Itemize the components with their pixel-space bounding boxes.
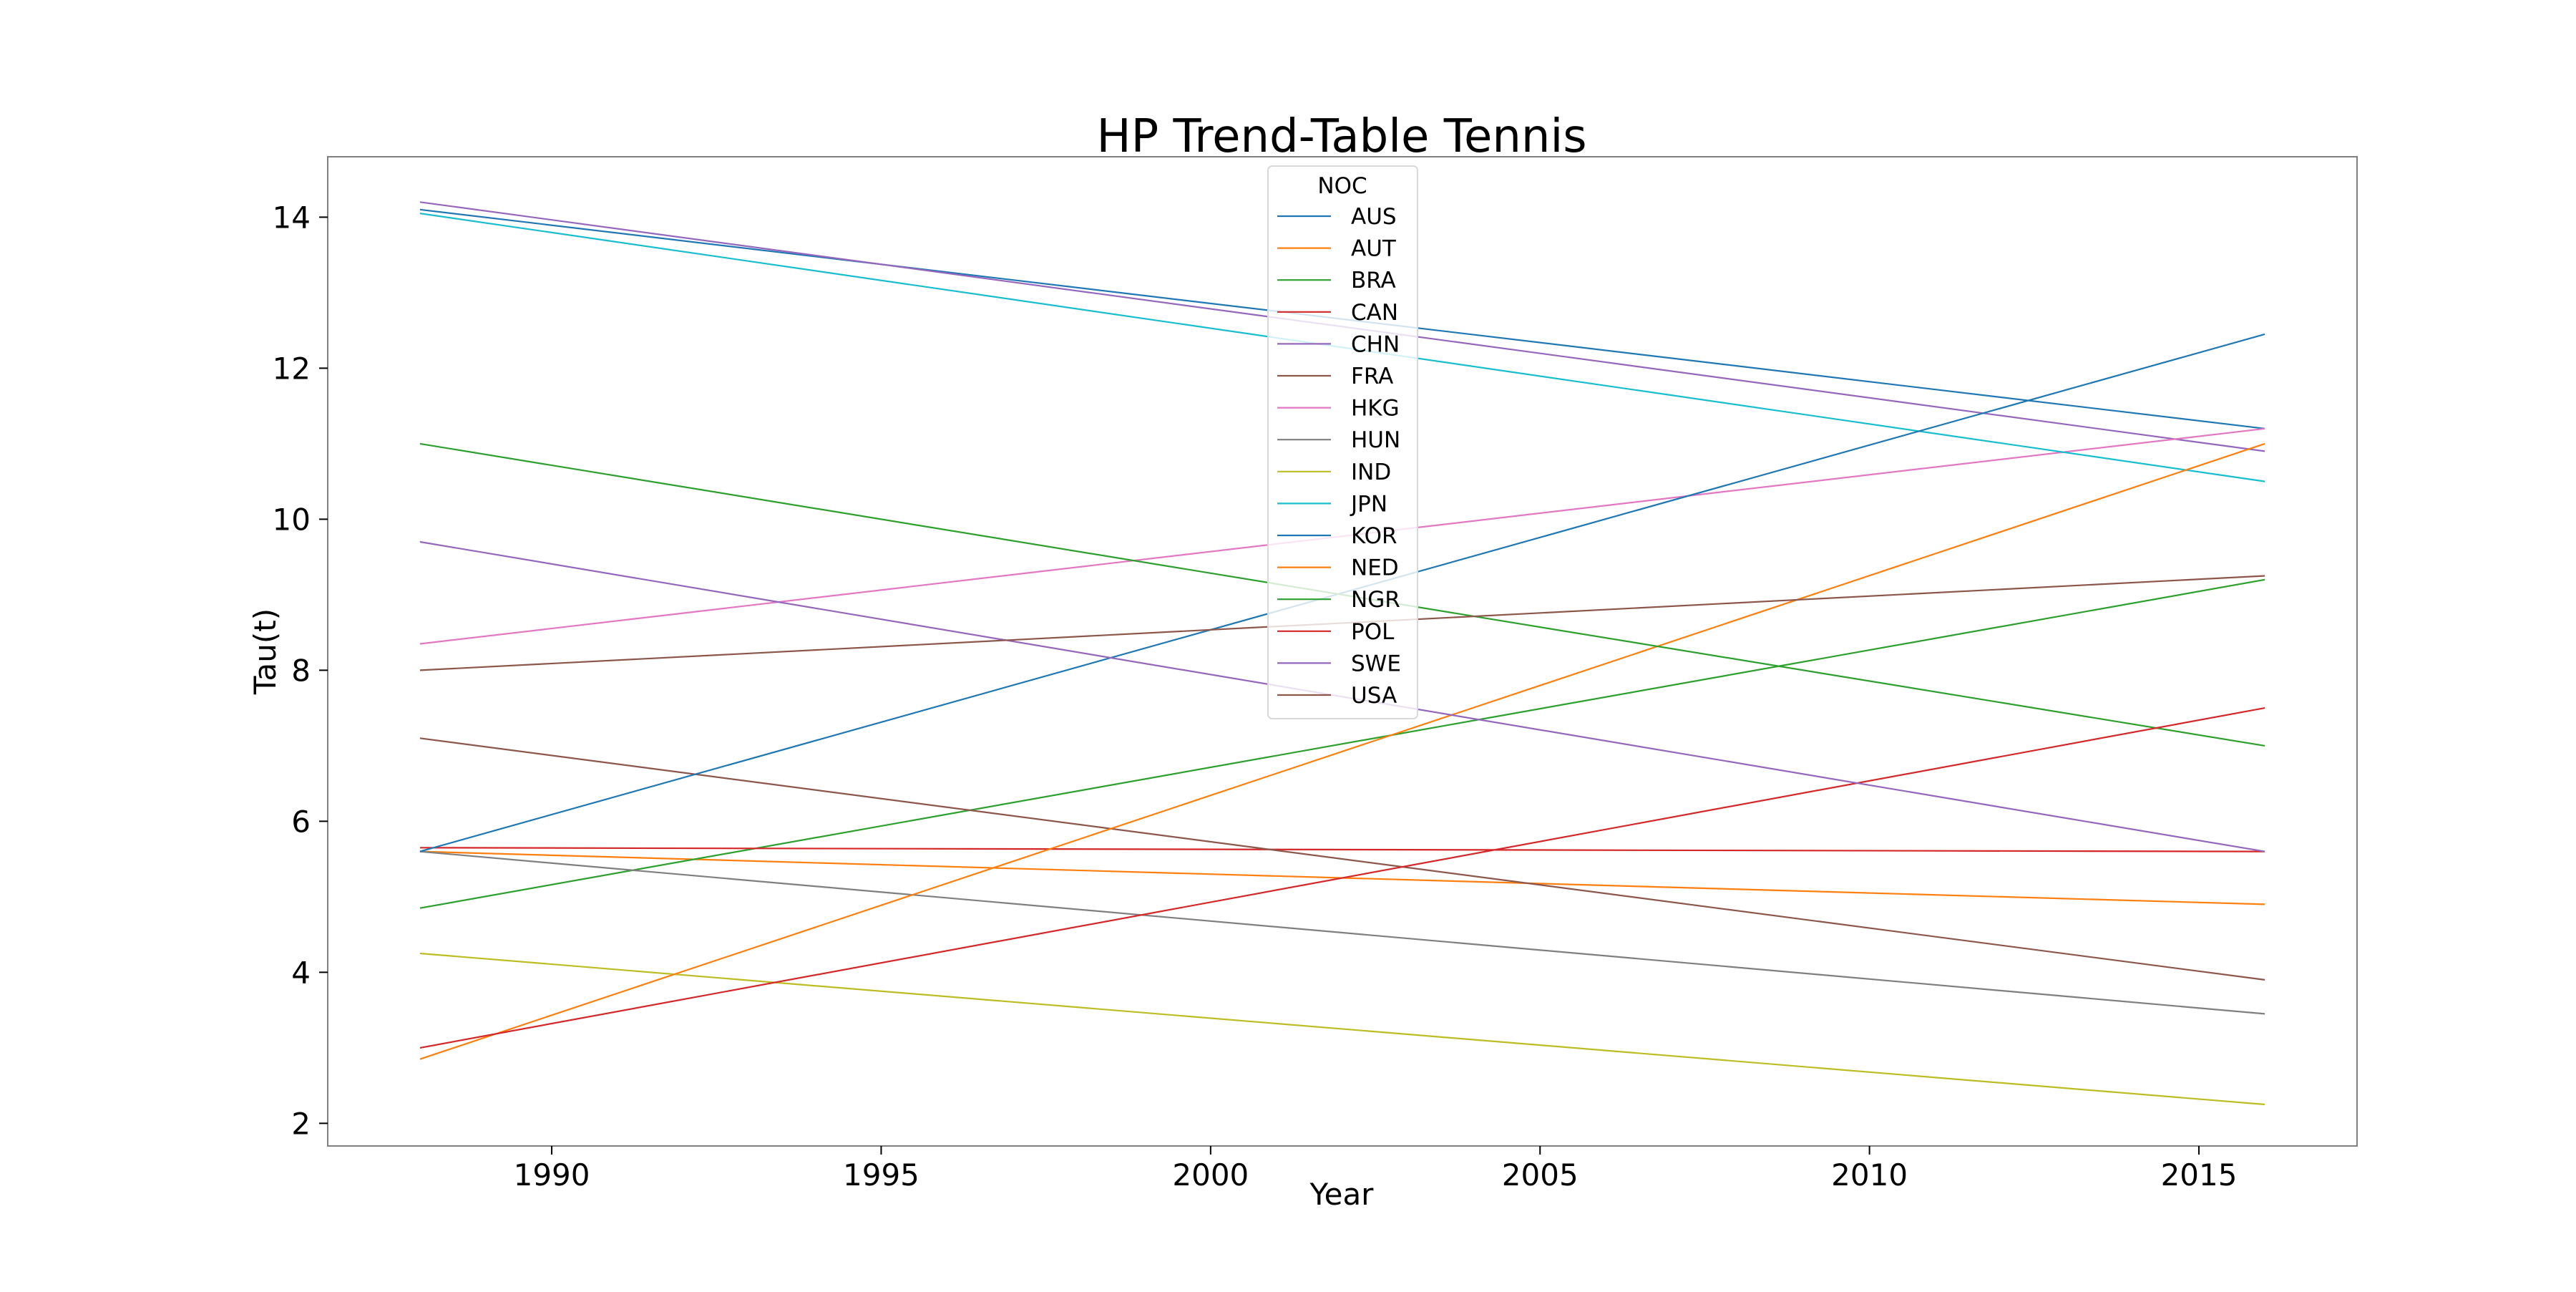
legend-label-swe: SWE <box>1351 651 1401 676</box>
x-axis-label: Year <box>1309 1177 1375 1212</box>
legend-label-kor: KOR <box>1351 523 1397 549</box>
series-line-hun <box>419 850 2265 1015</box>
legend-label-ind: IND <box>1351 460 1391 485</box>
legend: NOC AUS AUT BRA CAN CHN FRA HKG HUN IND JPN KOR NED… <box>1267 165 1418 719</box>
x-tick-label: 1990 <box>514 1157 590 1193</box>
y-tick-label: 6 <box>291 804 311 839</box>
y-tick-label: 12 <box>273 351 311 386</box>
x-tick-label: 1995 <box>843 1157 919 1193</box>
y-axis-ticks: 2 4 6 8 10 12 14 <box>273 200 328 1141</box>
x-tick-label: 2000 <box>1172 1157 1249 1193</box>
legend-label-jpn: JPN <box>1350 491 1387 517</box>
series-line-ind <box>419 952 2265 1106</box>
legend-label-hun: HUN <box>1351 427 1400 453</box>
y-tick-label: 14 <box>273 200 311 235</box>
y-tick-label: 2 <box>291 1106 311 1141</box>
legend-items: AUS AUT BRA CAN CHN FRA HKG HUN IND JPN KOR NED NGR P… <box>1277 204 1401 709</box>
series-line-ned <box>419 442 2265 1060</box>
legend-label-chn: CHN <box>1351 331 1400 357</box>
legend-label-usa: USA <box>1351 683 1397 709</box>
y-axis-label: Tau(t) <box>248 608 283 695</box>
legend-label-ned: NED <box>1351 555 1399 581</box>
y-tick-label: 8 <box>291 653 311 688</box>
series-line-pol <box>419 707 2265 1049</box>
series-line-can <box>419 847 2265 853</box>
legend-label-aut: AUT <box>1351 236 1397 262</box>
legend-label-hkg: HKG <box>1351 396 1400 422</box>
legend-label-can: CAN <box>1351 300 1398 326</box>
legend-title: NOC <box>1317 173 1367 199</box>
legend-label-ngr: NGR <box>1351 587 1400 613</box>
series-line-fra <box>419 737 2265 981</box>
x-tick-label: 2015 <box>2161 1157 2238 1193</box>
legend-box <box>1267 165 1418 719</box>
legend-label-pol: POL <box>1351 619 1395 645</box>
legend-label-bra: BRA <box>1351 268 1396 293</box>
x-axis-ticks: 1990 1995 2000 2005 2010 2015 <box>514 1146 2238 1193</box>
legend-label-aus: AUS <box>1351 204 1397 230</box>
y-tick-label: 10 <box>273 502 311 537</box>
legend-label-fra: FRA <box>1351 364 1393 389</box>
x-tick-label: 2010 <box>1831 1157 1908 1193</box>
x-tick-label: 2005 <box>1502 1157 1579 1193</box>
series-line-bra <box>419 578 2265 909</box>
chart-title: HP Trend-Table Tennis <box>1096 110 1586 163</box>
y-tick-label: 4 <box>291 955 311 990</box>
